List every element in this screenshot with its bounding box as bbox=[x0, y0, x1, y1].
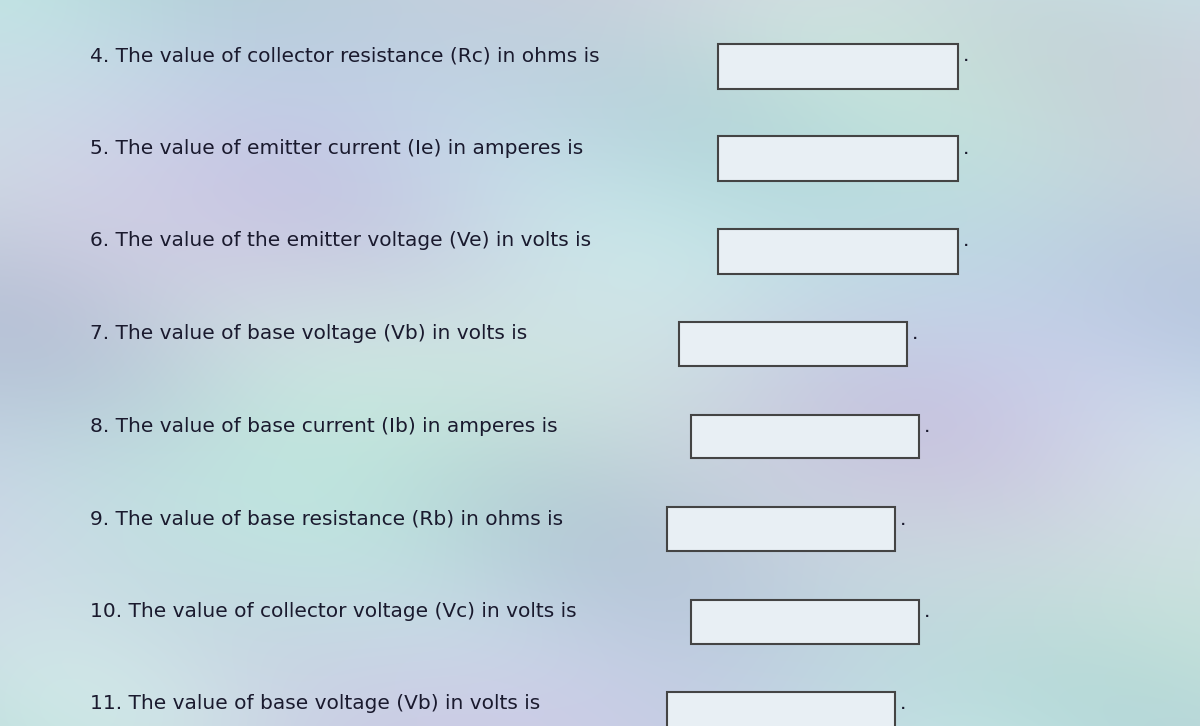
Bar bbox=[718, 44, 958, 89]
Text: 4. The value of collector resistance (Rc) in ohms is: 4. The value of collector resistance (Rc… bbox=[90, 46, 600, 65]
Text: .: . bbox=[900, 510, 906, 529]
Text: .: . bbox=[962, 139, 968, 158]
Bar bbox=[667, 507, 895, 551]
Text: .: . bbox=[962, 46, 968, 65]
Bar bbox=[679, 322, 907, 366]
Bar bbox=[691, 415, 919, 458]
Bar bbox=[718, 136, 958, 181]
Text: 6. The value of the emitter voltage (Ve) in volts is: 6. The value of the emitter voltage (Ve)… bbox=[90, 232, 592, 250]
Bar bbox=[667, 692, 895, 726]
Text: .: . bbox=[924, 602, 930, 621]
Bar bbox=[718, 229, 958, 274]
Text: 8. The value of base current (Ib) in amperes is: 8. The value of base current (Ib) in amp… bbox=[90, 417, 558, 436]
Bar bbox=[691, 600, 919, 644]
Text: .: . bbox=[924, 417, 930, 436]
Text: 10. The value of collector voltage (Vc) in volts is: 10. The value of collector voltage (Vc) … bbox=[90, 602, 577, 621]
Text: .: . bbox=[900, 694, 906, 713]
Text: 9. The value of base resistance (Rb) in ohms is: 9. The value of base resistance (Rb) in … bbox=[90, 510, 563, 529]
Text: .: . bbox=[962, 232, 968, 250]
Text: .: . bbox=[912, 324, 918, 343]
Text: 5. The value of emitter current (Ie) in amperes is: 5. The value of emitter current (Ie) in … bbox=[90, 139, 583, 158]
Text: 11. The value of base voltage (Vb) in volts is: 11. The value of base voltage (Vb) in vo… bbox=[90, 694, 540, 713]
Text: 7. The value of base voltage (Vb) in volts is: 7. The value of base voltage (Vb) in vol… bbox=[90, 324, 527, 343]
